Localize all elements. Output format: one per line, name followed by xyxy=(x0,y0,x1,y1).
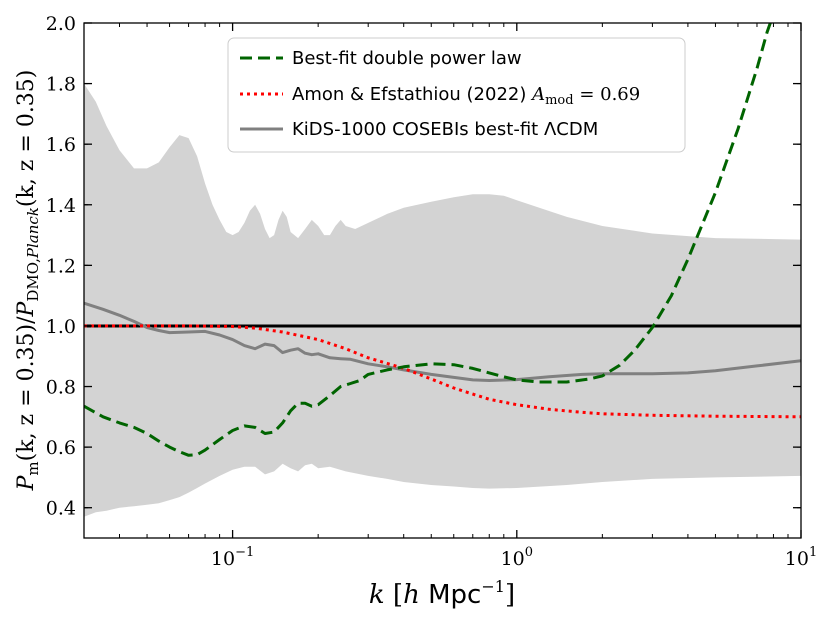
y-tick-label: 2.0 xyxy=(46,13,76,35)
plot-frame xyxy=(83,22,802,539)
series-kids-1000 xyxy=(84,301,801,382)
x-tick-label: 100 xyxy=(501,545,533,570)
y-tick-label: 0.6 xyxy=(46,437,76,459)
series-amon-efstathiou xyxy=(84,324,801,419)
uncertainty-band xyxy=(84,83,801,517)
y-tick-label: 1.4 xyxy=(46,195,76,217)
legend-box xyxy=(227,37,686,153)
y-tick-label: 1.6 xyxy=(46,134,76,156)
series-double-power-law xyxy=(84,23,772,457)
y-tick-label: 1.8 xyxy=(46,74,76,96)
x-tick-label: 10−1 xyxy=(211,545,254,570)
legend-label-double-power-law: Best-fit double power law xyxy=(292,48,522,69)
y-axis-label: Pm(k, z = 0.35)/PDMO,Planck(k, z = 0.35) xyxy=(14,70,42,492)
legend-label-amon-efstathiou: Amon & Efstathiou (2022) Amod = 0.69 xyxy=(292,84,640,108)
y-tick-label: 1.0 xyxy=(46,316,76,338)
axis-ticks: 0.4 0.6 0.8 1.0 1.2 1.4 1.6 1.8 2.0 10−1 100 101 xyxy=(46,13,817,570)
y-tick-label: 1.2 xyxy=(46,255,76,277)
x-axis-label: k [h Mpc−1] xyxy=(369,577,515,610)
legend-label-kids-1000: KiDS-1000 COSEBIs best-fit ΛCDM xyxy=(292,119,598,140)
x-tick-label: 101 xyxy=(785,545,817,570)
y-tick-label: 0.4 xyxy=(46,498,76,520)
y-tick-label: 0.8 xyxy=(46,377,76,399)
legend: Best-fit double power law Amon & Efstath… xyxy=(227,37,686,153)
plot-area xyxy=(84,23,801,517)
